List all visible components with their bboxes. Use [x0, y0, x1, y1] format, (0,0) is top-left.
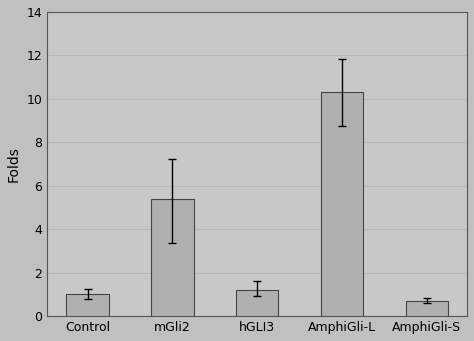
Bar — [151, 199, 193, 316]
Bar — [66, 295, 109, 316]
Y-axis label: Folds: Folds — [7, 146, 21, 182]
Bar — [321, 92, 363, 316]
Bar — [406, 301, 448, 316]
Bar — [236, 290, 278, 316]
